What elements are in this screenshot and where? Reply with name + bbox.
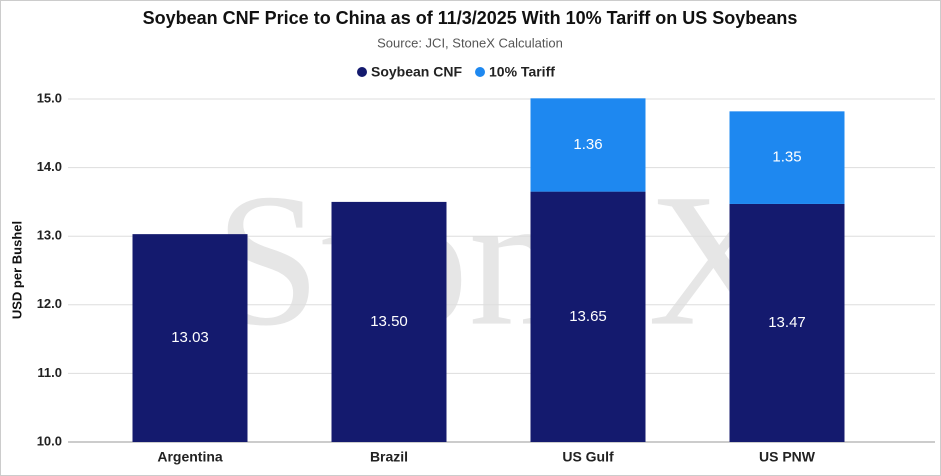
y-axis-label: USD per Bushel	[9, 221, 24, 319]
y-tick-label: 15.0	[37, 90, 62, 105]
x-tick-label: US PNW	[759, 449, 816, 465]
bar-segment	[530, 98, 646, 192]
chart-subtitle: Source: JCI, StoneX Calculation	[377, 35, 563, 50]
chart-title: Soybean CNF Price to China as of 11/3/20…	[143, 8, 798, 28]
y-tick-label: 13.0	[37, 228, 62, 243]
y-tick-label: 12.0	[37, 296, 62, 311]
legend-swatch	[475, 67, 486, 77]
data-label: 1.36	[573, 136, 602, 153]
y-tick-label: 10.0	[37, 433, 62, 448]
y-tick-label: 11.0	[37, 365, 62, 380]
bar-segment	[530, 191, 646, 442]
legend-swatch	[357, 67, 367, 77]
y-tick-label: 14.0	[37, 159, 62, 174]
x-tick-label: US Gulf	[562, 449, 614, 465]
data-label: 13.47	[768, 314, 806, 331]
x-tick-label: Argentina	[157, 449, 223, 465]
data-label: 13.65	[569, 308, 607, 325]
bar-segment	[331, 201, 447, 442]
data-label: 13.50	[370, 313, 408, 330]
data-label: 13.03	[171, 329, 209, 346]
bar-segment	[729, 203, 845, 442]
x-tick-label: Brazil	[370, 449, 408, 465]
watermark: StoneX	[215, 156, 785, 366]
bar-segment	[729, 111, 845, 204]
data-label: 1.35	[772, 149, 801, 166]
bar-segment	[132, 234, 248, 442]
legend-label: 10% Tariff	[489, 64, 555, 80]
legend-label: Soybean CNF	[371, 64, 462, 80]
